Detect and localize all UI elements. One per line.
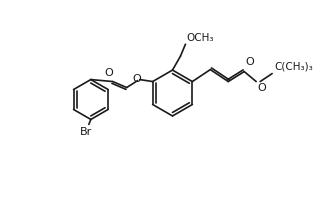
- Text: Br: Br: [80, 128, 92, 137]
- Text: O: O: [132, 74, 141, 84]
- Text: C(CH₃)₃: C(CH₃)₃: [274, 62, 313, 72]
- Text: OCH₃: OCH₃: [186, 33, 214, 43]
- Text: O: O: [105, 68, 113, 78]
- Text: O: O: [245, 57, 254, 67]
- Text: O: O: [257, 83, 266, 92]
